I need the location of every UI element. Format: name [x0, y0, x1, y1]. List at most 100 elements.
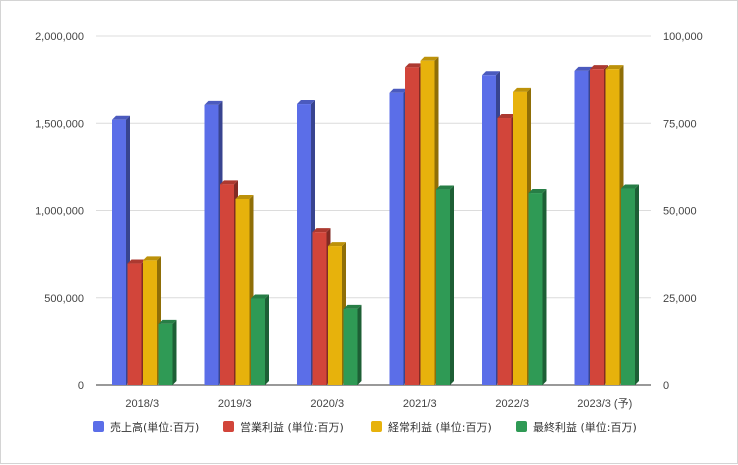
bar-top [251, 294, 269, 299]
bar-top [343, 304, 362, 309]
bar-front [574, 70, 589, 386]
bar-top [420, 56, 439, 61]
bar [574, 66, 593, 386]
bar-side [357, 304, 362, 385]
bar-side [172, 319, 177, 385]
bar-side [450, 185, 454, 385]
bar-front [621, 188, 635, 385]
bar-top [436, 185, 454, 190]
bar-top [389, 88, 408, 93]
bar [312, 228, 331, 385]
left-axis-tick: 500,000 [44, 293, 84, 305]
bar-front [112, 119, 126, 385]
bar-front [528, 193, 543, 385]
bar-top [528, 189, 547, 194]
bar-front [312, 232, 327, 385]
right-axis-tick: 100,000 [663, 31, 703, 43]
legend-label: 営業利益 (単位:百万) [240, 420, 344, 434]
left-axis-tick: 1,500,000 [35, 118, 84, 130]
bar-front [127, 263, 142, 385]
bar [251, 294, 269, 385]
bar-front [513, 91, 527, 385]
bar-side [265, 294, 269, 385]
bar [158, 319, 177, 385]
bar [513, 87, 531, 385]
bar [590, 65, 608, 385]
right-axis-tick: 0 [663, 380, 669, 392]
bar-front [389, 92, 404, 386]
bar-top [204, 100, 223, 105]
bar [143, 256, 161, 385]
bar [605, 65, 624, 385]
bar-front [220, 184, 234, 385]
bar-side [542, 189, 547, 385]
bar [297, 100, 315, 386]
bar-top [328, 242, 346, 247]
bar-top [405, 63, 423, 68]
bar-top [482, 71, 500, 76]
category-label: 2022/3 [495, 398, 529, 410]
category-label: 2021/3 [403, 398, 437, 410]
bar-front [605, 69, 620, 385]
bar-front [482, 75, 496, 385]
bar-top [220, 180, 238, 185]
bar [497, 114, 516, 385]
bar [436, 185, 454, 385]
bar-front [204, 104, 219, 386]
bar-top [590, 65, 608, 70]
category-label: 2018/3 [125, 398, 159, 410]
legend-swatch [93, 421, 104, 432]
bar-front [251, 298, 265, 385]
bar-top [158, 319, 177, 324]
bar [420, 56, 439, 386]
bar-front [436, 189, 450, 385]
legend-label: 最終利益 (単位:百万) [533, 420, 637, 434]
left-axis-tick: 2,000,000 [35, 31, 84, 43]
bar [204, 100, 223, 386]
bar [405, 63, 423, 385]
legend-label: 売上高(単位:百万) [110, 420, 199, 434]
bar-top [143, 256, 161, 261]
bar-front [328, 246, 342, 385]
bar-top [605, 65, 624, 70]
bar [528, 189, 547, 385]
category-label: 2020/3 [310, 398, 344, 410]
bar [621, 184, 639, 385]
bar-front [405, 67, 419, 385]
category-label: 2019/3 [218, 398, 252, 410]
legend-swatch [371, 421, 382, 432]
bar-side [635, 184, 639, 385]
bar-front [297, 104, 311, 386]
right-axis-tick: 25,000 [663, 293, 697, 305]
bar-front [497, 118, 512, 385]
bar-front [143, 260, 157, 385]
bar-top [112, 115, 130, 120]
category-label: 2023/3 (予) [577, 397, 632, 410]
bar-front [420, 60, 435, 386]
legend-swatch [223, 421, 234, 432]
bar [220, 180, 238, 385]
legend-label: 経常利益 (単位:百万) [388, 420, 492, 434]
bar-top [127, 259, 146, 264]
bar [127, 259, 146, 385]
legend-swatch [516, 421, 527, 432]
bar-front [158, 323, 173, 385]
right-axis-tick: 75,000 [663, 118, 697, 130]
bar [389, 88, 408, 386]
left-axis-tick: 1,000,000 [35, 206, 84, 218]
bar-top [574, 66, 593, 71]
bar [482, 71, 500, 385]
bar-front [343, 308, 358, 385]
bar [343, 304, 362, 385]
bar [235, 194, 254, 385]
bar-front [590, 69, 604, 385]
left-axis-tick: 0 [78, 380, 84, 392]
right-axis-tick: 50,000 [663, 206, 697, 218]
bar-top [235, 194, 254, 199]
bar-top [513, 87, 531, 92]
bar-top [312, 228, 331, 233]
bar-top [297, 100, 315, 105]
bar-top [497, 114, 516, 119]
